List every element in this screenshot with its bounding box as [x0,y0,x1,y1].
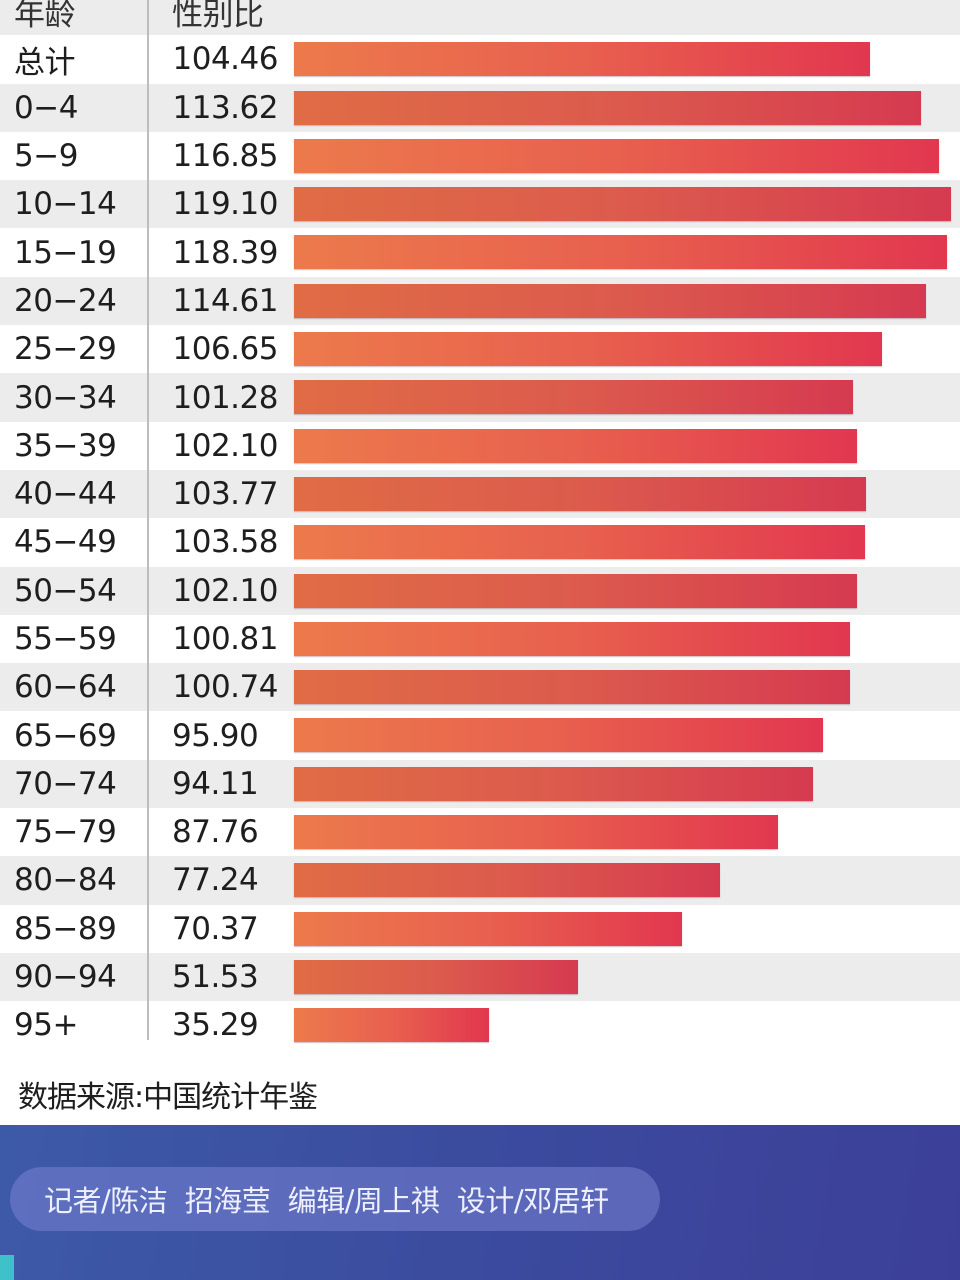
sex-ratio-bar [294,1008,489,1043]
age-group-label: 30−34 [14,379,117,416]
sex-ratio-bar [294,235,948,270]
sex-ratio-value: 113.62 [172,89,279,126]
table-row: 70−74 94.11 [0,759,960,809]
teal-accent-block [0,1255,14,1280]
table-row: 25−29 106.65 [0,325,960,374]
sex-ratio-bar [294,380,853,415]
table-row: 80−84 77.24 [0,856,960,905]
sex-ratio-value: 100.74 [172,669,279,706]
table-row: 20−24 114.61 [0,276,960,326]
sex-ratio-value: 95.90 [172,717,259,754]
credits-pill: 记者/陈洁 招海莹 编辑/周上祺 设计/邓居轩 [10,1167,660,1231]
data-source-note: 数据来源:中国统计年鉴 [18,1080,318,1115]
sex-ratio-value: 118.39 [172,234,279,271]
age-group-label: 80−84 [14,862,117,899]
sex-ratio-bar [294,525,866,560]
age-group-label: 60−64 [14,669,117,706]
table-row: 35−39 102.10 [0,421,960,470]
table-row: 15−19 118.39 [0,228,960,277]
sex-ratio-bar [294,959,579,994]
sex-ratio-bar [294,621,851,656]
table-row: 90−94 51.53 [0,952,960,1002]
sex-ratio-value: 101.28 [172,379,279,416]
age-group-label: 总计 [14,44,76,81]
table-row: 65−69 95.90 [0,711,960,760]
table-row: 30−34 101.28 [0,373,960,422]
table-row: 85−89 70.37 [0,904,960,953]
age-group-label: 45−49 [14,524,117,561]
sex-ratio-bar [294,670,850,705]
ratio-column-header: 性别比 [172,0,264,33]
table-row: 0−4 113.62 [0,83,960,132]
age-group-label: 55−59 [14,621,117,657]
age-column-header: 年龄 [14,0,76,33]
age-group-label: 50−54 [14,572,117,609]
sex-ratio-value: 87.76 [172,814,259,851]
sex-ratio-bar [294,187,951,222]
sex-ratio-value: 94.11 [172,765,259,802]
sex-ratio-bar [294,476,867,511]
age-group-label: 10−14 [14,186,117,223]
sex-ratio-bar [294,863,721,898]
age-group-label: 20−24 [14,282,117,319]
age-group-label: 40−44 [14,476,117,513]
sex-ratio-value: 51.53 [172,959,259,996]
age-group-label: 0−4 [14,89,78,126]
sex-ratio-value: 102.10 [172,427,279,464]
sex-ratio-value: 77.24 [172,862,259,899]
table-row: 55−59 100.81 [0,614,960,664]
age-group-label: 25−29 [14,331,117,368]
age-group-label: 95+ [14,1007,78,1044]
table-row: 75−79 87.76 [0,808,960,857]
age-group-label: 15−19 [14,234,117,271]
table-row: 5−9 116.85 [0,131,960,181]
sex-ratio-bar [294,573,858,608]
sex-ratio-bar [294,138,939,173]
age-group-label: 5−9 [14,138,78,175]
age-group-label: 85−89 [14,910,117,947]
age-group-label: 75−79 [14,814,117,851]
sex-ratio-bar [294,428,858,463]
sex-ratio-value: 103.77 [172,476,279,513]
table-header: 年龄 性别比 [0,0,960,36]
sex-ratio-bar [294,90,921,125]
sex-ratio-value: 116.85 [172,138,279,175]
sex-ratio-bar [294,283,927,318]
age-group-label: 90−94 [14,959,117,996]
table-row: 10−14 119.10 [0,180,960,229]
sex-ratio-bar [294,332,883,367]
table-row: 45−49 103.58 [0,518,960,567]
age-group-label: 65−69 [14,717,117,754]
sex-ratio-table: 年龄 性别比 总计 104.46 0−4 113.62 5−9 116.85 10−14 11… [0,0,960,1050]
sex-ratio-value: 100.81 [172,621,279,657]
sex-ratio-value: 70.37 [172,910,259,947]
sex-ratio-value: 103.58 [172,524,279,561]
sex-ratio-bar [294,718,824,753]
table-row: 总计 104.46 [0,35,960,84]
sex-ratio-value: 106.65 [172,331,279,368]
age-group-label: 70−74 [14,765,117,802]
table-row: 50−54 102.10 [0,566,960,615]
table-row: 60−64 100.74 [0,663,960,712]
table-row: 40−44 103.77 [0,469,960,519]
sex-ratio-value: 102.10 [172,572,279,609]
age-group-label: 35−39 [14,427,117,464]
sex-ratio-value: 35.29 [172,1007,259,1044]
sex-ratio-bar [294,42,871,77]
sex-ratio-value: 104.46 [172,41,279,78]
sex-ratio-bar [294,815,779,850]
sex-ratio-value: 114.61 [172,282,279,319]
table-row: 95+ 35.29 [0,1001,960,1050]
sex-ratio-bar [294,911,683,946]
sex-ratio-value: 119.10 [172,186,279,223]
column-divider [147,0,149,1040]
sex-ratio-bar [294,766,814,801]
